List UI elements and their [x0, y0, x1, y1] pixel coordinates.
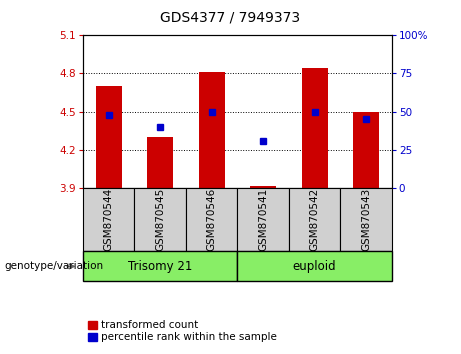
Text: euploid: euploid [293, 260, 337, 273]
Text: Trisomy 21: Trisomy 21 [128, 260, 192, 273]
Text: GSM870542: GSM870542 [310, 188, 319, 251]
Bar [199, 72, 225, 188]
Text: genotype/variation: genotype/variation [5, 261, 104, 272]
Text: GSM870545: GSM870545 [155, 188, 165, 251]
Text: GSM870543: GSM870543 [361, 188, 371, 251]
Bar [302, 68, 327, 188]
Text: GSM870541: GSM870541 [258, 188, 268, 251]
Bar [83, 251, 237, 281]
Bar [83, 188, 135, 251]
Text: GSM870546: GSM870546 [207, 188, 217, 251]
Text: GSM870544: GSM870544 [104, 188, 114, 251]
Bar [353, 112, 379, 188]
Bar [340, 188, 392, 251]
Bar [237, 188, 289, 251]
Bar [186, 188, 237, 251]
Legend: transformed count, percentile rank within the sample: transformed count, percentile rank withi… [88, 320, 277, 342]
Bar [250, 186, 276, 188]
Bar [148, 137, 173, 188]
Bar [289, 188, 340, 251]
Bar [96, 86, 122, 188]
Text: GDS4377 / 7949373: GDS4377 / 7949373 [160, 11, 301, 25]
Bar [237, 251, 392, 281]
Bar [135, 188, 186, 251]
